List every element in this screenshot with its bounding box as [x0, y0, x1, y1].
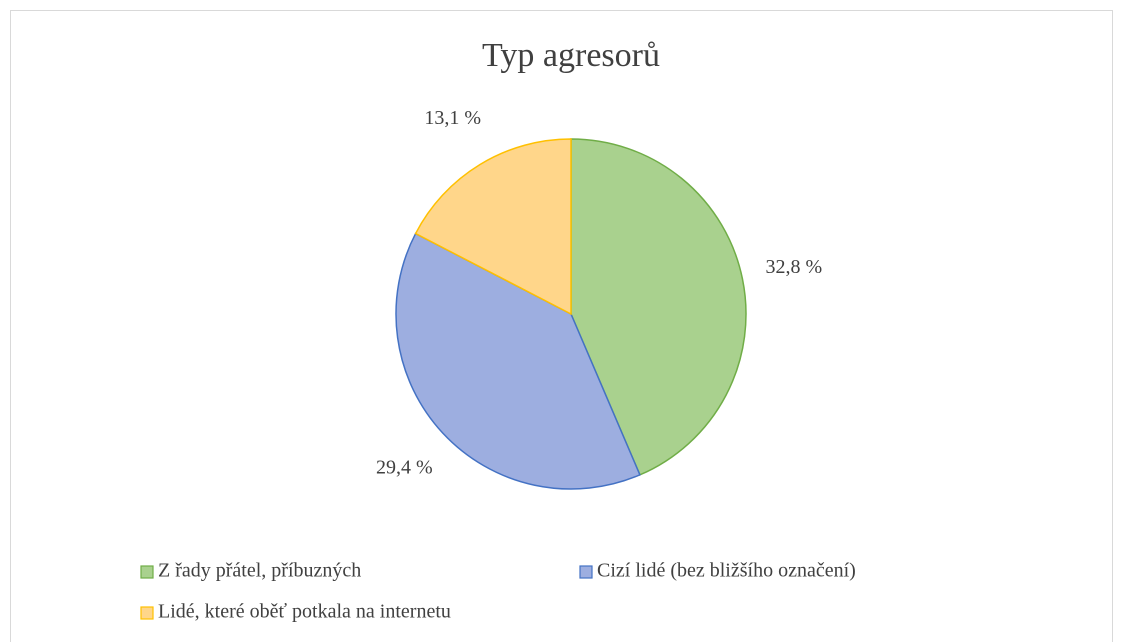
legend-marker [579, 565, 593, 579]
legend-marker [140, 606, 154, 620]
legend-marker [140, 565, 154, 579]
pie-slice [570, 138, 747, 476]
legend-label: Cizí lidé (bez bližšího označení) [597, 560, 856, 582]
data-label: 32,8 % [766, 256, 823, 278]
pie-slice [414, 138, 572, 316]
data-label: 29,4 % [376, 456, 433, 478]
legend-label: Lidé, které oběť potkala na internetu [158, 601, 451, 623]
data-label: 13,1 % [424, 107, 481, 129]
legend-label: Z řady přátel, příbuzných [158, 560, 361, 582]
pie-slice [395, 232, 641, 490]
chart-title: Typ agresorů [482, 37, 660, 74]
